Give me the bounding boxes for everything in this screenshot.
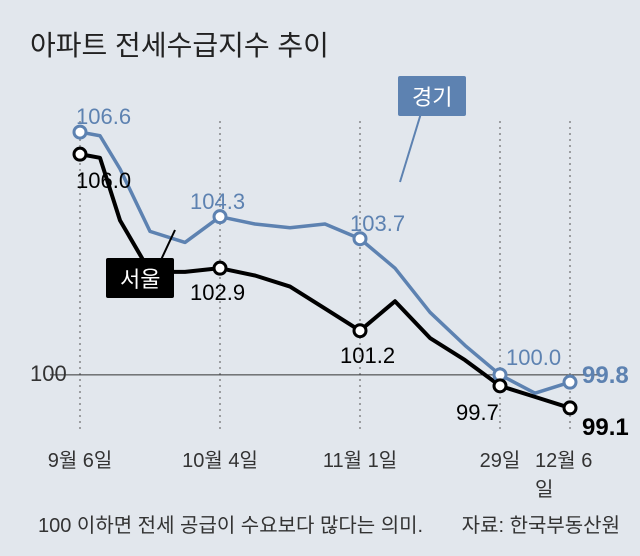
value-label: 106.6 — [76, 104, 131, 130]
footnote-text: 100 이하면 전세 공급이 수요보다 많다는 의미. — [38, 509, 423, 538]
value-label: 100.0 — [506, 345, 561, 371]
chart-title: 아파트 전세수급지수 추이 — [30, 24, 329, 64]
chart-svg — [0, 70, 640, 480]
value-label: 101.2 — [340, 343, 395, 369]
y-baseline-label: 100 — [30, 361, 67, 387]
value-label: 106.0 — [76, 168, 131, 194]
x-axis-label: 11월 1일 — [323, 444, 397, 473]
legend-gyeonggi: 경기 — [398, 76, 466, 116]
value-label: 99.8 — [582, 362, 629, 390]
value-label: 99.7 — [456, 400, 499, 426]
footnote: 100 이하면 전세 공급이 수요보다 많다는 의미. 자료: 한국부동산원 — [38, 509, 620, 538]
value-label: 103.7 — [350, 211, 405, 237]
x-axis-label: 29일 — [480, 444, 521, 473]
chart-area: 1009월 6일10월 4일11월 1일29일12월 6일106.6104.31… — [0, 70, 640, 480]
value-label: 99.1 — [582, 414, 629, 442]
value-label: 104.3 — [190, 189, 245, 215]
source-text: 자료: 한국부동산원 — [462, 509, 620, 538]
x-axis-label: 9월 6일 — [48, 444, 113, 473]
x-axis-label: 12월 6일 — [535, 444, 605, 502]
legend-seoul: 서울 — [106, 258, 174, 298]
value-label: 102.9 — [190, 280, 245, 306]
x-axis-label: 10월 4일 — [182, 444, 258, 473]
